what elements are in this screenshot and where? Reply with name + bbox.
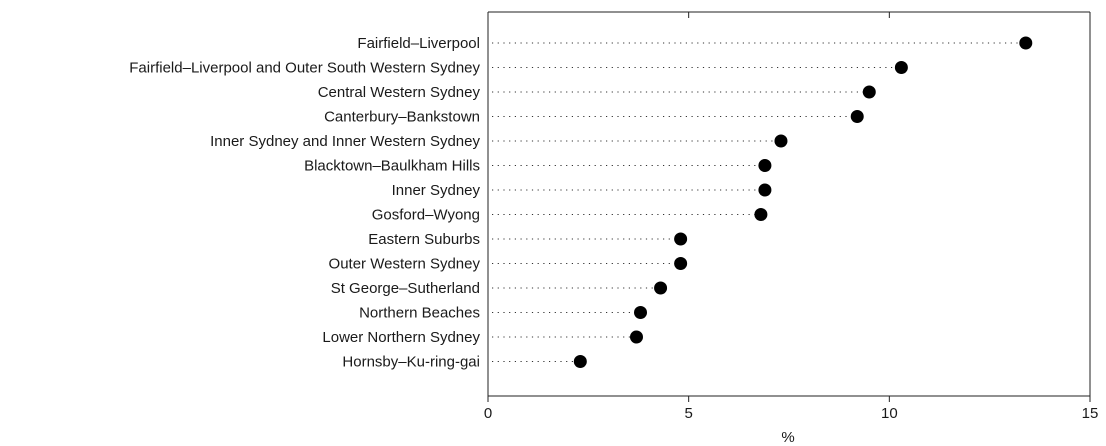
category-label: Lower Northern Sydney [322,329,480,346]
data-point [629,330,643,344]
data-point [758,183,772,197]
data-point [850,110,864,123]
category-label: St George–Sutherland [331,280,480,297]
x-axis-ticks: 0 5 10 15 [484,12,1099,422]
data-point [654,281,668,295]
data-point [862,85,876,99]
category-label: Inner Sydney [392,182,481,199]
category-labels: Fairfield–Liverpool Fairfield–Liverpool a… [129,35,480,371]
x-tick-label: 15 [1082,405,1099,422]
x-tick-label: 0 [484,405,492,422]
category-label: Gosford–Wyong [372,207,480,224]
data-point [894,61,908,74]
data-point [754,208,768,221]
data-points [573,36,1033,368]
x-tick-label: 5 [684,405,692,422]
data-point [1019,36,1033,50]
category-label: Inner Sydney and Inner Western Sydney [210,133,480,150]
category-label: Northern Beaches [359,305,480,322]
data-point [774,134,788,148]
x-tick-label: 10 [881,405,898,422]
data-point [573,355,587,368]
x-axis-title: % [781,429,794,446]
category-label: Central Western Sydney [318,84,481,101]
data-point [674,232,688,246]
category-label: Blacktown–Baulkham Hills [304,158,480,175]
data-point [674,257,688,270]
plot-frame [487,11,1091,397]
category-label: Fairfield–Liverpool and Outer South West… [129,60,480,77]
leader-lines [492,42,1020,362]
category-label: Outer Western Sydney [329,256,481,273]
data-point [634,306,648,319]
data-point [758,159,772,172]
category-label: Eastern Suburbs [368,231,480,248]
category-label: Canterbury–Bankstown [324,109,480,126]
category-label: Fairfield–Liverpool [357,35,480,52]
category-label: Hornsby–Ku-ring-gai [342,354,480,371]
